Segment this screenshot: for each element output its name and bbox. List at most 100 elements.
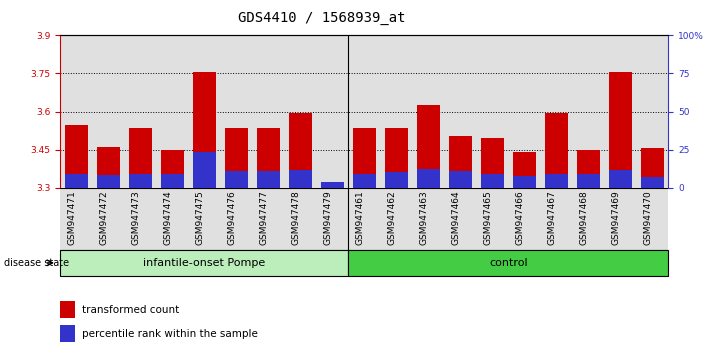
Bar <box>129 174 151 188</box>
Text: GSM947466: GSM947466 <box>515 191 524 245</box>
Bar <box>92 188 124 250</box>
Text: GSM947471: GSM947471 <box>68 191 77 245</box>
Bar <box>257 171 279 188</box>
Bar <box>65 174 87 188</box>
Text: GSM947463: GSM947463 <box>419 191 428 245</box>
Bar <box>380 35 412 188</box>
Bar <box>129 128 151 188</box>
Bar <box>476 188 508 250</box>
Bar <box>545 113 567 188</box>
Bar <box>412 188 444 250</box>
Bar <box>156 188 188 250</box>
Text: GSM947467: GSM947467 <box>547 191 556 245</box>
Bar <box>60 325 75 342</box>
Bar <box>508 35 540 188</box>
Text: GSM947462: GSM947462 <box>387 191 397 245</box>
Bar <box>60 188 92 250</box>
Bar <box>481 174 503 188</box>
Text: disease state: disease state <box>4 258 69 268</box>
Text: infantile-onset Pompe: infantile-onset Pompe <box>144 258 265 268</box>
Bar <box>289 170 311 188</box>
Bar <box>577 175 599 188</box>
Bar <box>476 35 508 188</box>
Text: GSM947469: GSM947469 <box>611 191 620 245</box>
Text: GSM947474: GSM947474 <box>164 191 172 245</box>
Bar <box>156 35 188 188</box>
Bar <box>284 188 316 250</box>
Bar <box>636 188 668 250</box>
Bar <box>220 188 252 250</box>
Bar <box>284 35 316 188</box>
Bar <box>353 174 375 188</box>
Text: GSM947476: GSM947476 <box>228 191 236 245</box>
Bar <box>252 188 284 250</box>
Text: GSM947478: GSM947478 <box>292 191 300 245</box>
Bar <box>161 149 183 188</box>
Text: GSM947472: GSM947472 <box>100 191 109 245</box>
Bar <box>60 35 92 188</box>
Bar <box>385 172 407 188</box>
Bar <box>513 152 535 188</box>
Bar <box>92 35 124 188</box>
Bar <box>124 188 156 250</box>
Text: GSM947479: GSM947479 <box>324 191 332 245</box>
Bar <box>636 35 668 188</box>
Bar <box>348 188 380 250</box>
Bar <box>193 152 215 188</box>
Bar <box>545 175 567 188</box>
Text: GSM947461: GSM947461 <box>356 191 364 245</box>
Bar <box>604 35 636 188</box>
Bar <box>225 128 247 188</box>
Bar <box>417 169 439 188</box>
Text: GSM947465: GSM947465 <box>483 191 492 245</box>
Bar <box>321 182 343 188</box>
Bar <box>97 147 119 188</box>
Text: transformed count: transformed count <box>82 305 179 315</box>
Bar <box>444 188 476 250</box>
Text: GSM947477: GSM947477 <box>260 191 268 245</box>
Bar <box>188 35 220 188</box>
Bar <box>641 177 663 188</box>
Bar <box>513 176 535 188</box>
Bar <box>449 136 471 188</box>
Bar <box>220 35 252 188</box>
Text: GSM947470: GSM947470 <box>643 191 653 245</box>
Bar <box>577 149 599 188</box>
Bar <box>481 138 503 188</box>
Bar <box>289 113 311 188</box>
Text: GSM947475: GSM947475 <box>196 191 205 245</box>
Bar <box>321 184 343 188</box>
Bar <box>65 125 87 188</box>
Bar <box>97 176 119 188</box>
FancyBboxPatch shape <box>60 250 348 276</box>
Bar <box>60 301 75 318</box>
Bar <box>417 105 439 188</box>
Bar <box>508 188 540 250</box>
Text: GSM947473: GSM947473 <box>132 191 141 245</box>
Bar <box>412 35 444 188</box>
Bar <box>353 128 375 188</box>
Bar <box>385 128 407 188</box>
Bar <box>380 188 412 250</box>
Bar <box>572 35 604 188</box>
Bar <box>257 128 279 188</box>
Bar <box>348 35 380 188</box>
Bar <box>225 171 247 188</box>
Bar <box>124 35 156 188</box>
Bar <box>572 188 604 250</box>
Bar <box>449 171 471 188</box>
Text: GSM947468: GSM947468 <box>579 191 589 245</box>
Text: percentile rank within the sample: percentile rank within the sample <box>82 329 257 338</box>
FancyBboxPatch shape <box>348 250 668 276</box>
Bar <box>609 72 631 188</box>
Bar <box>188 188 220 250</box>
Bar <box>316 35 348 188</box>
Bar <box>193 72 215 188</box>
Bar <box>609 170 631 188</box>
Bar <box>540 188 572 250</box>
Bar <box>161 175 183 188</box>
Bar <box>604 188 636 250</box>
Bar <box>252 35 284 188</box>
Text: GDS4410 / 1568939_at: GDS4410 / 1568939_at <box>238 11 405 25</box>
Text: GSM947464: GSM947464 <box>451 191 461 245</box>
